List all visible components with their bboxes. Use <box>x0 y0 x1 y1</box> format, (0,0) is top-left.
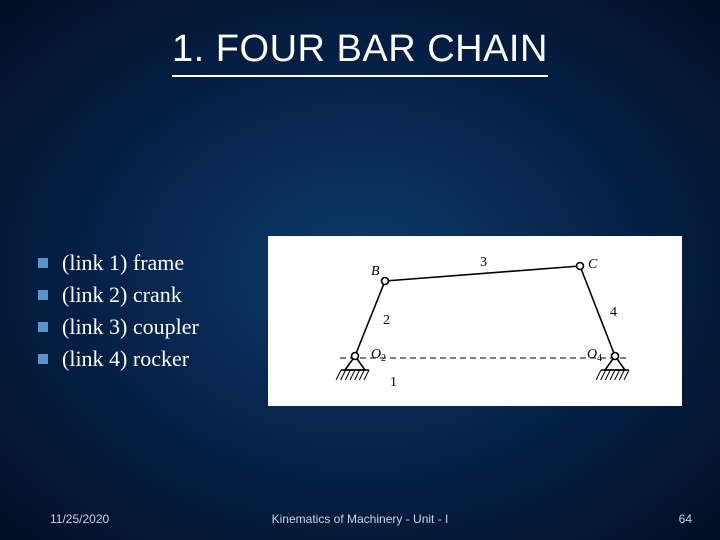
svg-text:O: O <box>587 347 597 362</box>
svg-text:B: B <box>371 264 380 279</box>
svg-text:2: 2 <box>383 313 390 328</box>
footer-subject: Kinematics of Machinery - Unit - I <box>272 512 449 526</box>
diagram-svg: B C O2 O4 1 2 3 4 <box>268 236 682 406</box>
list-item: (link 2) crank <box>38 282 268 308</box>
slide-footer: 11/25/2020 Kinematics of Machinery - Uni… <box>0 512 720 526</box>
content-area: (link 1) frame (link 2) crank (link 3) c… <box>38 250 682 406</box>
svg-text:1: 1 <box>390 375 397 390</box>
footer-page-number: 64 <box>679 512 692 526</box>
bullet-icon <box>38 290 48 300</box>
bullet-icon <box>38 258 48 268</box>
svg-text:2: 2 <box>381 353 386 364</box>
svg-text:O: O <box>371 347 381 362</box>
svg-text:4: 4 <box>597 353 602 364</box>
bullet-text: (link 3) coupler <box>62 314 199 340</box>
list-item: (link 3) coupler <box>38 314 268 340</box>
svg-text:C: C <box>588 257 598 272</box>
four-bar-diagram: B C O2 O4 1 2 3 4 <box>268 236 682 406</box>
svg-text:3: 3 <box>480 255 487 270</box>
bullet-text: (link 2) crank <box>62 282 182 308</box>
bullet-list: (link 1) frame (link 2) crank (link 3) c… <box>38 250 268 378</box>
svg-text:4: 4 <box>610 305 617 320</box>
footer-date: 11/25/2020 <box>50 512 109 526</box>
bullet-icon <box>38 322 48 332</box>
slide-title: 1. FOUR BAR CHAIN <box>172 28 548 77</box>
bullet-text: (link 4) rocker <box>62 346 189 372</box>
list-item: (link 1) frame <box>38 250 268 276</box>
list-item: (link 4) rocker <box>38 346 268 372</box>
bullet-icon <box>38 354 48 364</box>
bullet-text: (link 1) frame <box>62 250 184 276</box>
